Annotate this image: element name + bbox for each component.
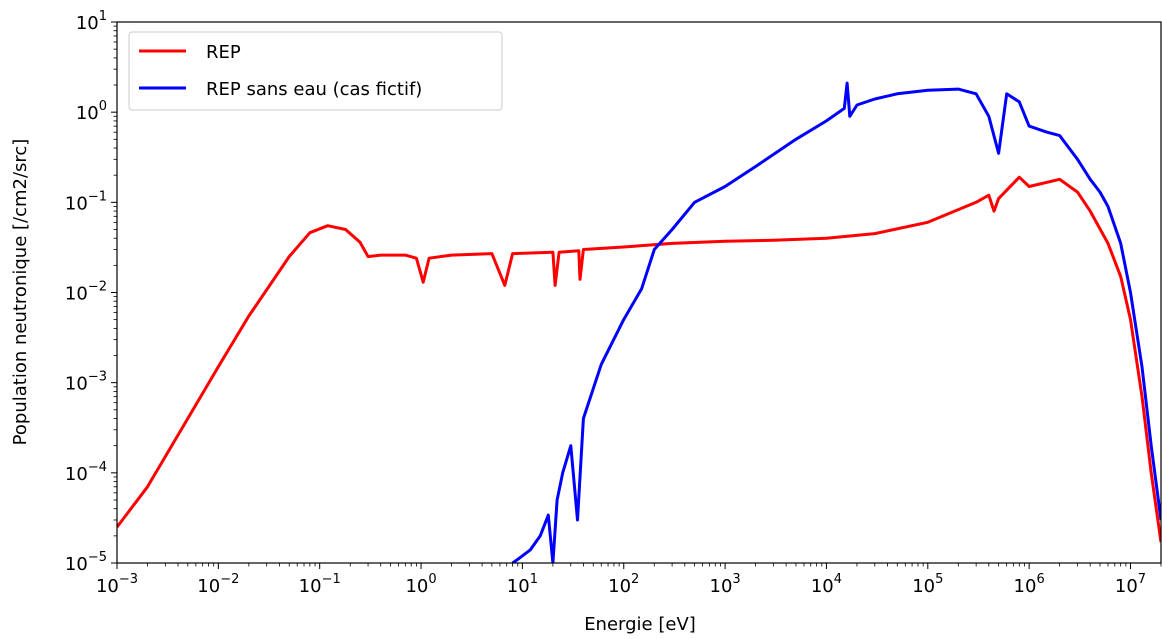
x-tick-label: 10−3 bbox=[96, 572, 138, 597]
x-tick-label: 10−2 bbox=[197, 572, 239, 597]
x-tick-label: 100 bbox=[405, 572, 436, 597]
y-tick-label: 100 bbox=[76, 99, 107, 124]
x-tick-label: 107 bbox=[1115, 572, 1146, 597]
x-tick-label: 101 bbox=[507, 572, 538, 597]
x-tick-label: 106 bbox=[1014, 572, 1045, 597]
legend: REP REP sans eau (cas fictif) bbox=[128, 31, 503, 111]
x-axis-label: Energie [eV] bbox=[584, 614, 696, 635]
legend-label-rep-sans-eau: REP sans eau (cas fictif) bbox=[206, 79, 422, 100]
series-layer bbox=[117, 81, 1161, 563]
y-tick-label: 101 bbox=[76, 9, 107, 34]
x-tick-label: 105 bbox=[912, 572, 943, 597]
y-tick-label: 10−3 bbox=[65, 370, 107, 395]
x-tick-label: 104 bbox=[811, 572, 842, 597]
y-tick-label: 10−1 bbox=[65, 189, 107, 214]
legend-box bbox=[128, 31, 503, 111]
y-tick-label: 10−5 bbox=[65, 550, 107, 575]
x-tick-label: 10−1 bbox=[299, 572, 341, 597]
y-tick-label: 10−4 bbox=[65, 460, 107, 485]
legend-label-rep: REP bbox=[206, 42, 241, 63]
x-axis-ticks: 10−3 10−2 10−1 100 101 102 103 104 105 106 107 bbox=[96, 563, 1162, 597]
y-axis-label: Population neutronique [/cm2/src] bbox=[10, 139, 31, 446]
series-line-rep-sans-eau bbox=[511, 81, 1161, 563]
y-tick-label: 10−2 bbox=[65, 280, 107, 305]
series-line-rep bbox=[117, 175, 1161, 543]
y-axis-ticks: 10−5 10−4 10−3 10−2 10−1 100 101 bbox=[65, 9, 117, 575]
x-tick-label: 103 bbox=[710, 572, 741, 597]
x-tick-label: 102 bbox=[608, 572, 639, 597]
